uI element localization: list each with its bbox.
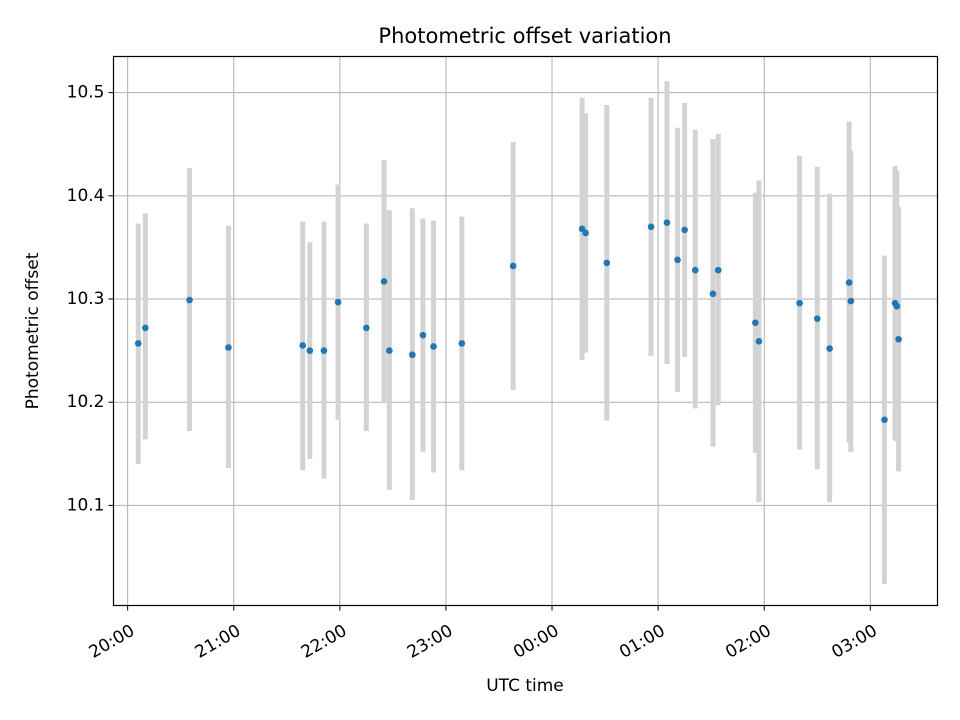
data-point [186, 296, 193, 304]
data-point [134, 340, 142, 347]
y-tick-label: 10.1 [67, 495, 105, 515]
data-point [225, 344, 232, 351]
data-point [430, 343, 437, 350]
data-point [691, 266, 699, 274]
y-axis-label: Photometric offset [23, 252, 43, 409]
data-points [134, 219, 902, 424]
data-point [509, 262, 517, 270]
data-point [813, 315, 821, 322]
data-point [847, 297, 855, 305]
data-point [714, 266, 722, 274]
data-point [320, 347, 328, 354]
x-axis-label: UTC time [486, 676, 564, 696]
data-point [663, 219, 671, 226]
y-tick-label: 10.4 [67, 186, 105, 206]
chart-title: Photometric offset variation [378, 24, 671, 48]
data-point [458, 340, 466, 347]
data-point [826, 345, 833, 352]
data-point [647, 223, 655, 231]
data-point [419, 331, 427, 339]
data-point [845, 279, 853, 286]
data-point [674, 256, 681, 264]
data-point [582, 229, 589, 237]
data-point [363, 324, 370, 332]
data-point [881, 416, 888, 424]
data-point [895, 335, 902, 343]
data-point [142, 324, 149, 332]
data-point [299, 342, 307, 349]
data-point [334, 298, 342, 306]
data-point [306, 347, 314, 354]
data-point [681, 226, 688, 234]
data-point [893, 302, 901, 310]
y-tick-label: 10.5 [67, 83, 105, 103]
data-point [752, 319, 759, 327]
y-axis-ticks: 10.1 10.2 10.3 10.4 10.5 [67, 83, 114, 515]
data-point [603, 259, 611, 267]
data-point [409, 351, 416, 359]
plot-frame [112, 55, 939, 607]
data-point [709, 290, 717, 298]
data-point [386, 347, 393, 354]
y-tick-label: 10.2 [67, 392, 105, 412]
data-point [796, 299, 803, 307]
y-tick-label: 10.3 [67, 289, 105, 309]
data-point [755, 338, 763, 345]
data-point [380, 278, 388, 285]
